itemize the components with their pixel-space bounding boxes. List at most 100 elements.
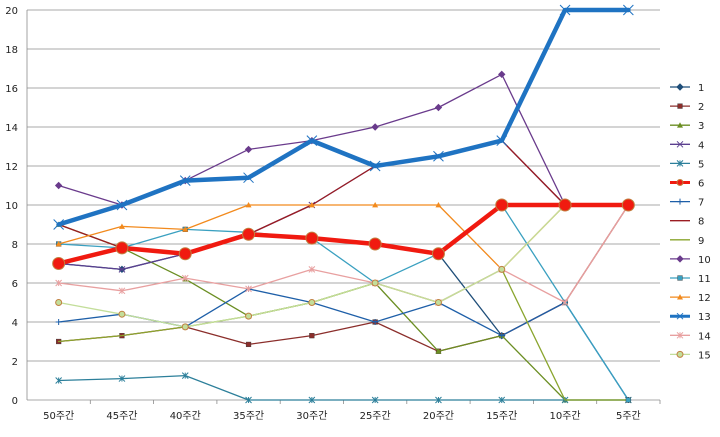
data-point <box>622 4 634 16</box>
x-tick-label: 5주간 <box>616 410 641 422</box>
data-point <box>677 294 683 300</box>
legend-label: 15 <box>698 350 711 361</box>
legend-item-13: 13 <box>670 312 711 323</box>
x-tick-label: 40주간 <box>170 410 201 422</box>
data-point <box>372 202 379 208</box>
legend-item-6: 6 <box>670 179 704 190</box>
series-9 <box>57 268 630 401</box>
data-point <box>308 299 316 306</box>
legend-item-14: 14 <box>670 331 711 342</box>
series-line <box>56 7 631 227</box>
y-tick-label: 2 <box>12 357 18 368</box>
data-point <box>498 332 505 339</box>
legend-label: 6 <box>698 179 704 190</box>
data-point <box>243 172 254 184</box>
y-tick-label: 0 <box>12 396 18 407</box>
legend-item-8: 8 <box>670 217 704 228</box>
data-point-stroke <box>53 219 65 230</box>
y-tick-label: 14 <box>5 123 18 134</box>
data-point <box>245 202 252 208</box>
data-point <box>245 285 252 293</box>
legend-label: 14 <box>698 331 711 342</box>
data-point <box>435 348 442 354</box>
series-11 <box>56 202 631 403</box>
data-point-stroke <box>676 312 684 320</box>
axes: 0 2 4 6 8 10 12 14 16 18 20 50주간 45주간 40주간 35주간 30주간 25주… <box>5 6 661 422</box>
legend-label: 8 <box>698 217 704 228</box>
data-point <box>676 350 684 358</box>
series-line <box>57 288 630 401</box>
legend-label: 4 <box>698 140 704 151</box>
legend-label: 9 <box>698 236 704 247</box>
series-line <box>57 204 630 328</box>
series-line <box>57 374 630 401</box>
data-point <box>677 122 683 128</box>
y-tick-label: 18 <box>5 45 18 56</box>
data-point <box>115 241 129 255</box>
data-point <box>245 341 252 348</box>
legend-item-4: 4 <box>670 140 704 151</box>
series-lines <box>52 4 635 404</box>
data-point <box>242 227 256 241</box>
data-point <box>118 223 125 229</box>
data-point <box>309 333 315 339</box>
series-14 <box>55 201 632 306</box>
legend-label: 13 <box>698 312 711 323</box>
y-tick-label: 20 <box>5 6 18 17</box>
legend-label: 11 <box>698 274 711 285</box>
series-6 <box>52 198 635 270</box>
data-point <box>676 312 684 320</box>
data-point <box>371 396 379 404</box>
data-point-stroke <box>676 140 684 148</box>
data-point <box>178 247 192 261</box>
data-point <box>118 287 126 295</box>
data-point-stroke <box>306 135 318 147</box>
series-line <box>57 204 630 401</box>
x-tick-label: 15주간 <box>486 410 517 422</box>
legend-item-11: 11 <box>670 274 711 285</box>
series-5 <box>55 372 632 404</box>
data-point <box>245 312 253 320</box>
data-point <box>433 150 444 162</box>
data-point <box>435 396 442 404</box>
y-tick-label: 12 <box>5 162 18 173</box>
y-tick-label: 10 <box>5 201 18 212</box>
data-point <box>498 70 506 79</box>
x-tick-label: 45주간 <box>106 410 137 422</box>
data-point <box>498 396 506 404</box>
legend-label: 5 <box>698 159 704 170</box>
data-point <box>308 202 315 208</box>
series-15 <box>55 201 632 331</box>
legend-label: 12 <box>698 293 711 304</box>
data-point <box>245 396 252 404</box>
data-point <box>676 331 684 339</box>
series-7 <box>55 285 632 403</box>
legend-item-7: 7 <box>670 198 704 209</box>
legend-item-2: 2 <box>670 102 704 113</box>
data-point <box>116 199 128 211</box>
data-point <box>434 103 443 112</box>
legend-item-1: 1 <box>670 83 704 94</box>
data-point <box>55 279 63 287</box>
x-tick-label: 50주간 <box>43 410 74 422</box>
data-point-stroke <box>622 4 634 16</box>
data-point <box>561 299 569 306</box>
x-tick-label: 30주간 <box>296 410 327 422</box>
series-line <box>57 268 630 401</box>
data-point-stroke <box>116 199 128 211</box>
data-point <box>625 397 631 403</box>
data-point <box>118 265 126 273</box>
data-point <box>368 237 382 251</box>
data-point <box>498 265 506 273</box>
data-point <box>558 198 572 212</box>
legend-label: 10 <box>698 255 711 266</box>
data-point <box>495 198 509 212</box>
data-point <box>55 299 63 306</box>
y-tick-label: 4 <box>12 318 18 329</box>
x-tick-label: 20주간 <box>423 410 454 422</box>
legend-item-9: 9 <box>670 236 704 247</box>
data-point <box>244 145 253 154</box>
data-point <box>435 202 442 208</box>
data-point-stroke <box>559 4 571 16</box>
